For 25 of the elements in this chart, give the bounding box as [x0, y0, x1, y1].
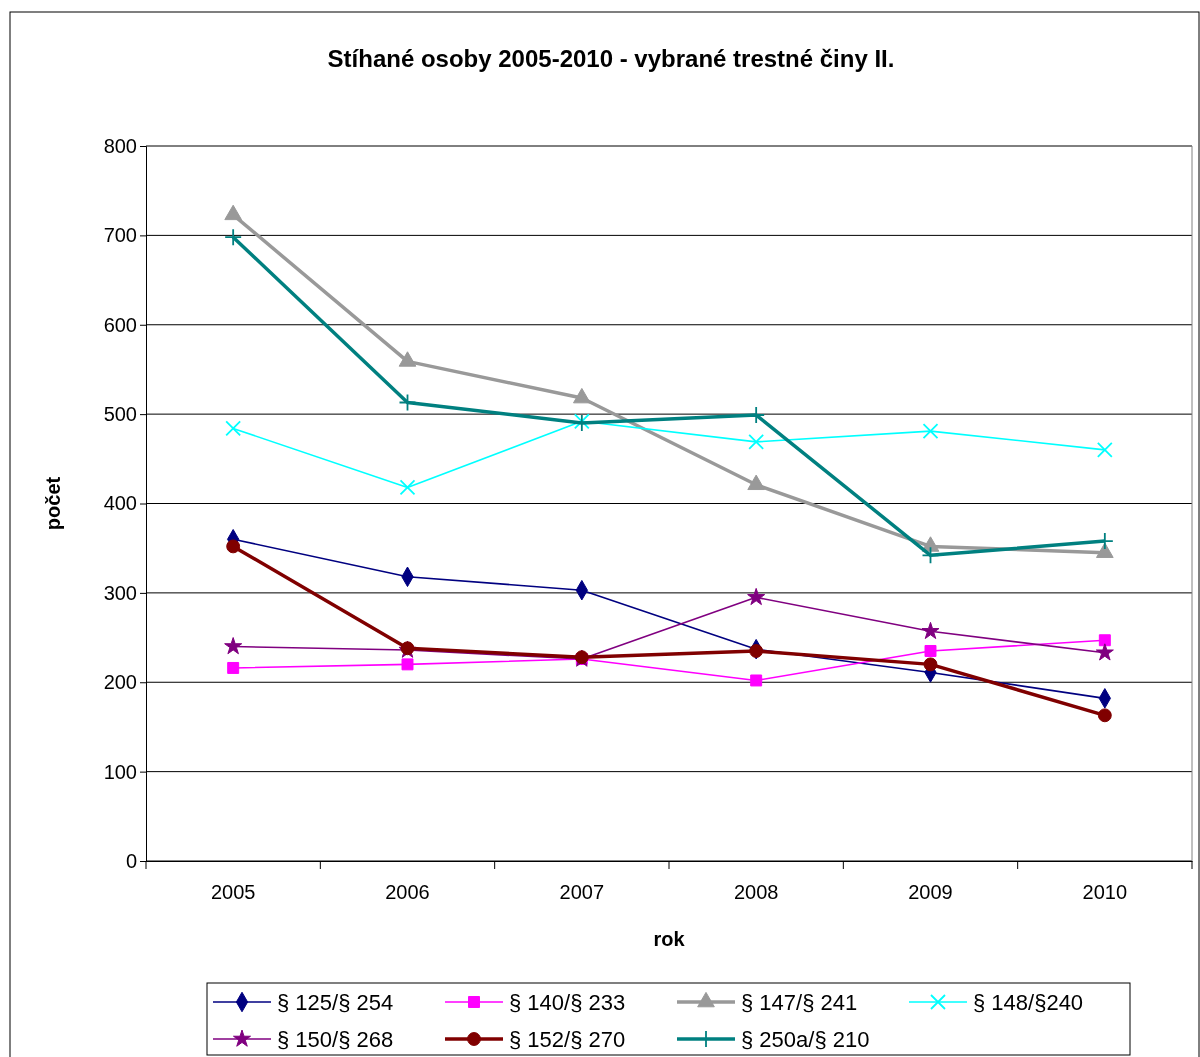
y-tick-label: 100 [103, 760, 137, 783]
chart-title: Stíhané osoby 2005-2010 - vybrané trestné činy II. [327, 45, 895, 72]
y-tick-label: 0 [125, 849, 137, 872]
y-tick-label: 600 [103, 313, 137, 336]
y-tick-label: 800 [103, 134, 137, 157]
y-tick-label: 500 [103, 403, 137, 426]
x-tick-label: 2006 [385, 881, 430, 904]
y-tick-label: 700 [103, 224, 137, 247]
y-axis-title: počet [42, 476, 64, 531]
y-tick-label: 300 [103, 581, 137, 604]
x-axis-title: rok [653, 928, 686, 950]
legend-label: § 150/§ 268 [277, 1027, 394, 1052]
legend-label: § 125/§ 254 [277, 990, 394, 1015]
x-tick-label: 2005 [210, 881, 256, 904]
legend-label: § 140/§ 233 [509, 990, 626, 1015]
y-tick-label: 400 [103, 492, 137, 515]
x-tick-label: 2009 [908, 881, 953, 904]
x-tick-label: 2007 [559, 881, 605, 904]
legend-label: § 152/§ 270 [509, 1027, 626, 1052]
legend-label: § 147/§ 241 [741, 990, 858, 1015]
legend-label: § 148/§240 [973, 990, 1084, 1015]
x-tick-label: 2010 [1082, 881, 1128, 904]
legend-label: § 250a/§ 210 [741, 1027, 870, 1052]
x-tick-label: 2008 [733, 881, 779, 904]
y-tick-label: 200 [103, 671, 137, 694]
